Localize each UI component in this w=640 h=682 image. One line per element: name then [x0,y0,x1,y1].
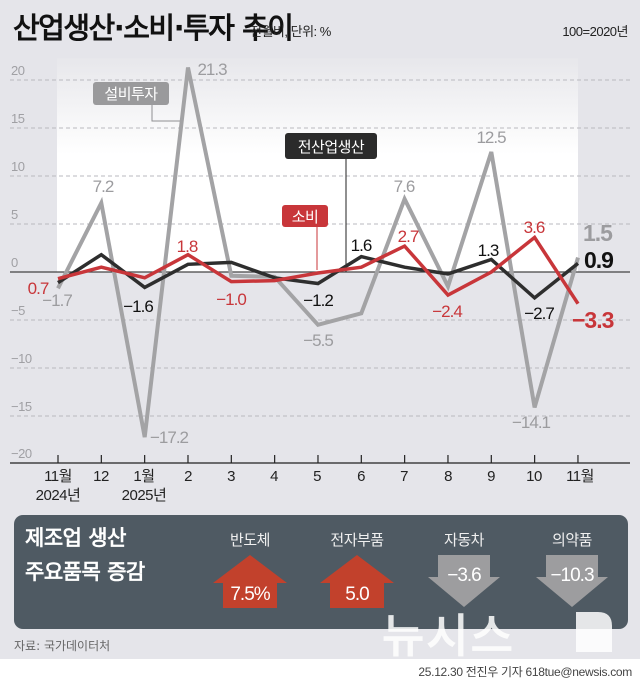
data-label: 1.3 [478,241,499,260]
data-label: −1.6 [123,297,153,316]
labels-production: −1.6 −1.2 1.6 1.3 −2.7 0.9 [123,236,614,323]
item-label: 전자부품 [330,531,383,549]
data-label-latest: 1.5 [583,220,613,246]
data-label: −14.1 [512,413,551,432]
x-tick: 6 [357,468,365,485]
x-tick: 11월 [566,468,594,485]
x-axis-ticks [57,455,579,463]
footer-strip [0,659,640,682]
y-axis-labels: 20 15 10 5 0 −5 −10 −15 −20 [11,63,32,461]
x-tick: 1월 [133,468,154,485]
x-tick: 10 [526,468,542,485]
x-tick: 5 [313,468,321,485]
item-label: 자동차 [444,531,485,549]
data-label: −1.0 [216,290,246,309]
item-label: 의약품 [552,531,592,549]
legend-label: 설비투자 [104,85,158,103]
legend-label: 소비 [292,208,319,226]
item-value: −10.3 [550,565,594,586]
up-arrow-icon [213,555,287,608]
item-value: −3.6 [447,565,481,586]
x-year-label: 2024년 [36,487,81,504]
y-tick: 20 [11,63,25,78]
panel-title-line2: 주요품목 증감 [25,560,145,584]
x-tick: 2 [184,468,192,485]
data-label-latest: 0.9 [584,247,613,273]
subtitle: 전월비, 단위: % [250,24,332,39]
legend-consumption: 소비 [282,205,328,270]
y-tick: 10 [11,159,25,174]
item-value: 7.5% [230,584,270,605]
down-arrow-icon [536,555,608,607]
data-label: 21.3 [197,60,227,79]
labels-investment: −1.7 7.2 −17.2 21.3 −5.5 7.6 12.5 −14.1 … [42,60,614,447]
x-axis-labels: 11월 12 1월 2 3 4 5 6 7 8 9 10 11월 2024년 2… [36,468,595,504]
data-label: 3.6 [524,218,545,237]
page-title: 산업생산·소비·투자 추이 [13,11,292,45]
legend-label: 전산업생산 [298,138,365,156]
y-tick: −5 [11,303,25,318]
data-label: 1.8 [177,237,198,256]
data-label: 7.2 [93,177,114,196]
y-tick: −20 [11,446,32,461]
data-label-latest: −3.3 [572,307,614,333]
data-label: −2.7 [524,304,554,323]
watermark: 뉴시스 [382,609,612,663]
credit-text: 25.12.30 전진우 기자 618tue@newsis.com [418,665,632,679]
y-tick: −10 [11,351,32,366]
labels-consumption: 0.7 1.8 −1.0 2.7 −2.4 3.6 −3.3 [28,218,615,333]
item-value: 5.0 [345,584,369,605]
callout-line [151,105,180,122]
data-label: 0.7 [28,279,49,298]
panel-item-electronic-parts: 전자부품 5.0 [320,531,394,608]
x-tick: 4 [270,468,278,485]
data-label: 2.7 [398,227,419,246]
manufacturing-panel: 제조업 생산 주요품목 증감 반도체 7.5% 전자부품 5.0 자동차 −3.… [14,515,628,629]
x-tick: 9 [487,468,495,485]
series-line-consumption [57,234,580,305]
y-tick: −15 [11,399,32,414]
y-tick: 5 [11,207,18,222]
data-label: −17.2 [150,428,189,447]
legend-box [285,133,377,159]
panel-item-automobile: 자동차 −3.6 [428,531,500,607]
item-label: 반도체 [230,531,270,549]
data-label: −5.5 [303,331,333,350]
legend-investment: 설비투자 [93,82,180,122]
series-line-investment [56,67,580,438]
x-tick: 3 [227,468,235,485]
x-tick: 7 [400,468,408,485]
data-label: 7.6 [394,177,415,196]
watermark-text: 뉴시스 [382,609,515,663]
up-arrow-icon [320,555,394,608]
data-label: 1.6 [351,236,372,255]
x-tick: 8 [444,468,452,485]
watermark-logo-icon [576,612,612,652]
x-year-label: 2025년 [122,487,167,504]
y-tick: 15 [11,111,25,126]
panel-background [14,515,628,629]
base-note: 100=2020년 [562,24,628,39]
panel-title-line1: 제조업 생산 [25,526,126,550]
legend-box [93,82,169,105]
source-text: 자료: 국가데이터처 [14,639,110,653]
data-label: 12.5 [476,128,506,147]
header: 산업생산·소비·투자 추이 전월비, 단위: % 100=2020년 [13,11,629,45]
legend-production: 전산업생산 [285,133,377,272]
data-label: −2.4 [432,302,462,321]
panel-item-semiconductor: 반도체 7.5% [213,531,287,608]
y-tick: 0 [11,255,18,270]
series-line-production [57,252,580,301]
x-tick: 11월 [44,468,72,485]
down-arrow-icon [428,555,500,607]
line-chart: 20 15 10 5 0 −5 −10 −15 −20 설비투자 전산업생산 소… [10,58,632,504]
data-label: −1.7 [42,291,72,310]
data-label: −1.2 [303,291,333,310]
legend-box [282,205,328,227]
x-tick: 12 [93,468,109,485]
panel-item-pharmaceuticals: 의약품 −10.3 [536,531,608,607]
